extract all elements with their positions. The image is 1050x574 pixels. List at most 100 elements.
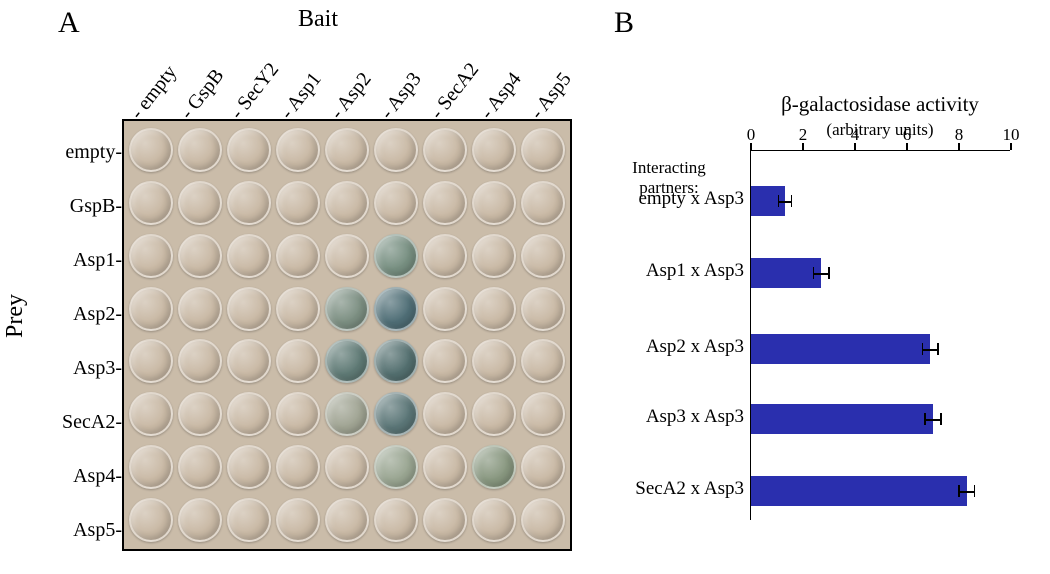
well: [470, 442, 517, 493]
bait-header: - Asp5: [526, 68, 577, 124]
x-tick-label: 0: [747, 125, 756, 145]
well: [519, 231, 566, 282]
well: [372, 494, 419, 545]
bait-header: - Asp2: [326, 68, 377, 124]
well: [128, 389, 175, 440]
well: [421, 125, 468, 176]
well: [470, 336, 517, 387]
bar-row: [751, 476, 967, 506]
well: [519, 178, 566, 229]
error-cap: [778, 195, 780, 207]
well: [128, 231, 175, 282]
well: [275, 125, 322, 176]
bar: [751, 476, 967, 506]
chart-title-line2: (arbitrary units): [826, 120, 933, 139]
well: [372, 231, 419, 282]
prey-header: Asp5-: [73, 519, 122, 542]
bait-header: - SecA2: [426, 59, 484, 124]
well: [470, 178, 517, 229]
x-axis-ticks: [751, 143, 1010, 151]
well: [421, 389, 468, 440]
well: [128, 442, 175, 493]
bar-label: Asp2 x Asp3: [646, 336, 744, 358]
x-tick-label: 6: [903, 125, 912, 145]
chart-title-line1: β-galactosidase activity: [781, 92, 979, 116]
well: [226, 125, 273, 176]
well: [421, 336, 468, 387]
bar-label: Asp3 x Asp3: [646, 406, 744, 428]
bait-column-headers: - empty- GspB- SecY2- Asp1- Asp2- Asp3- …: [120, 26, 588, 124]
error-cap: [813, 267, 815, 279]
figure-root: A Bait Prey - empty- GspB- SecY2- Asp1- …: [0, 0, 1050, 574]
error-bar: [813, 273, 829, 275]
well: [275, 283, 322, 334]
well: [324, 389, 371, 440]
well: [275, 389, 322, 440]
bait-header: - GspB: [176, 65, 229, 124]
well: [324, 336, 371, 387]
well: [128, 336, 175, 387]
error-bar: [778, 201, 791, 203]
bar-label: empty x Asp3: [638, 188, 744, 210]
well: [128, 178, 175, 229]
well-grid: [124, 121, 570, 549]
bait-header: - empty: [126, 61, 182, 124]
error-cap: [958, 485, 960, 497]
error-cap: [791, 195, 793, 207]
bar: [751, 404, 933, 434]
well-plate: [122, 119, 572, 551]
well: [226, 494, 273, 545]
prey-header: SecA2-: [62, 411, 122, 434]
well: [372, 336, 419, 387]
error-cap: [828, 267, 830, 279]
well: [324, 494, 371, 545]
well: [275, 442, 322, 493]
well: [226, 442, 273, 493]
well: [177, 494, 224, 545]
well: [226, 389, 273, 440]
well: [421, 231, 468, 282]
well: [275, 494, 322, 545]
well: [226, 231, 273, 282]
error-cap: [922, 343, 924, 355]
bait-header: - Asp3: [376, 68, 427, 124]
panel-b: B β-galactosidase activity (arbitrary un…: [590, 0, 1050, 574]
well: [275, 178, 322, 229]
well: [128, 125, 175, 176]
bait-header: - Asp4: [476, 68, 527, 124]
well: [470, 231, 517, 282]
well: [275, 231, 322, 282]
well: [226, 336, 273, 387]
chart-title: β-galactosidase activity (arbitrary unit…: [750, 92, 1010, 140]
error-cap: [924, 413, 926, 425]
well: [275, 336, 322, 387]
well: [519, 389, 566, 440]
error-bar: [923, 349, 939, 351]
x-tick-label: 2: [799, 125, 808, 145]
bar: [751, 334, 930, 364]
well: [470, 125, 517, 176]
well: [226, 178, 273, 229]
bar-row: [751, 334, 930, 364]
well: [421, 494, 468, 545]
prey-header: Asp2-: [73, 303, 122, 326]
prey-header: empty-: [65, 141, 122, 164]
well: [372, 442, 419, 493]
well: [177, 283, 224, 334]
error-bar: [925, 419, 941, 421]
bait-header: - SecY2: [226, 59, 284, 124]
prey-header: Asp4-: [73, 465, 122, 488]
well: [128, 494, 175, 545]
well: [324, 442, 371, 493]
bar-chart: 0246810: [750, 150, 1010, 520]
well: [324, 125, 371, 176]
error-bar: [959, 491, 975, 493]
error-cap: [937, 343, 939, 355]
bar-row: [751, 258, 821, 288]
well: [324, 231, 371, 282]
x-tick-label: 4: [851, 125, 860, 145]
well: [519, 283, 566, 334]
well: [177, 125, 224, 176]
well: [177, 336, 224, 387]
well: [421, 283, 468, 334]
